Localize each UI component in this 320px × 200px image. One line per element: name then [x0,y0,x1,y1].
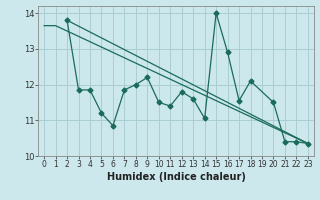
X-axis label: Humidex (Indice chaleur): Humidex (Indice chaleur) [107,172,245,182]
